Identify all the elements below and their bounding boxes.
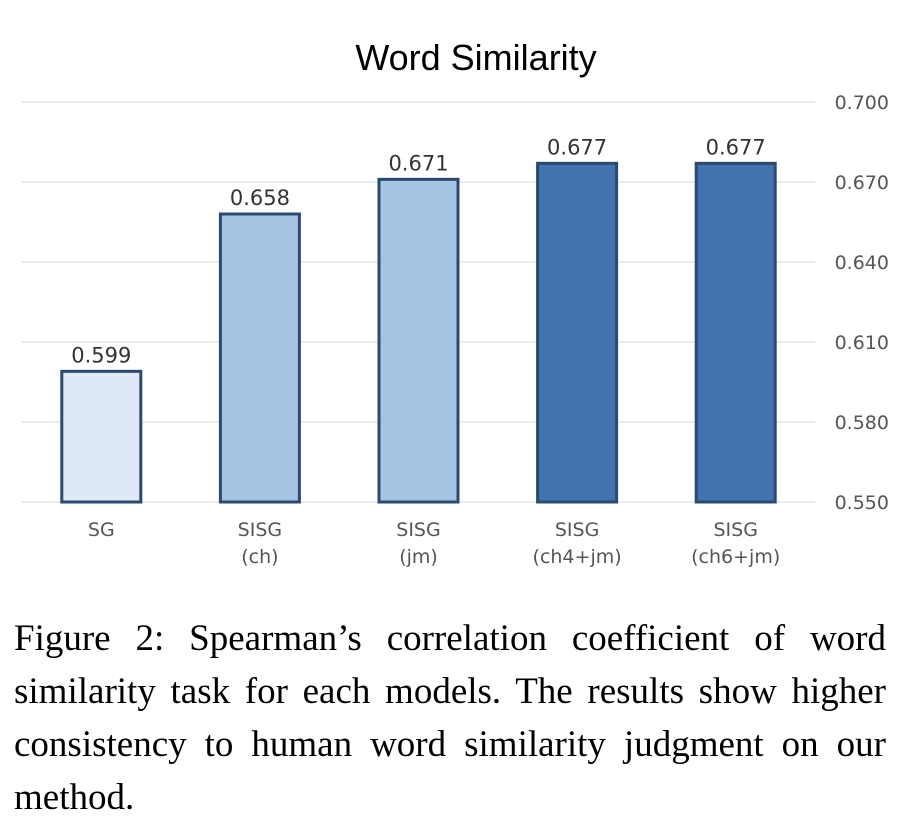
y-tick-label: 0.550 (835, 492, 889, 514)
x-category-label: SISG (238, 519, 282, 541)
bar (694, 161, 777, 504)
bar-value-label: 0.658 (230, 186, 290, 210)
y-tick-label: 0.670 (835, 172, 889, 194)
data-labels: 0.599 0.658 0.671 0.677 0.677 (71, 135, 766, 367)
x-category-label: SISG (555, 519, 599, 541)
x-category-label: (ch6+jm) (691, 546, 780, 568)
bar-chart: Word Similarity 0.599 0.658 0.671 0.677 0.67… (22, 37, 889, 568)
bar (377, 177, 460, 504)
bar-value-label: 0.677 (547, 135, 607, 159)
y-tick-label: 0.700 (835, 92, 889, 114)
bar-value-label: 0.599 (71, 343, 131, 367)
x-category-label: (ch) (241, 546, 278, 568)
x-category-label: SISG (396, 519, 440, 541)
y-tick-label: 0.640 (835, 252, 889, 274)
bar (60, 369, 143, 504)
bar (536, 161, 619, 504)
y-tick-label: 0.580 (835, 412, 889, 434)
x-category-label: (jm) (399, 546, 438, 568)
x-category-label: SG (88, 519, 115, 541)
bar (218, 212, 301, 504)
bar-value-label: 0.677 (706, 135, 766, 159)
chart-title: Word Similarity (355, 37, 596, 78)
bars (60, 161, 777, 504)
x-category-label: SISG (713, 519, 757, 541)
x-axis-categories: SG SISG (ch) SISG (jm) SISG (ch4+jm) SISG (ch6+j… (88, 519, 780, 568)
y-axis-ticks: 0.550 0.580 0.610 0.640 0.670 0.700 (835, 92, 889, 514)
y-tick-label: 0.610 (835, 332, 889, 354)
bar-value-label: 0.671 (388, 151, 448, 175)
figure-caption: Figure 2: Spearman’s correlation coeffic… (14, 618, 886, 818)
x-category-label: (ch4+jm) (533, 546, 622, 568)
